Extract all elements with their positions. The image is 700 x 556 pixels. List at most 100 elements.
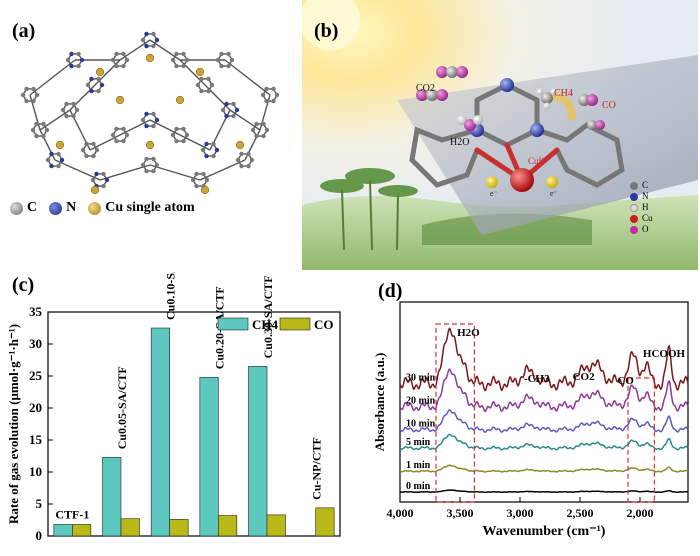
- framework-atom: [49, 163, 54, 169]
- framework-atom: [181, 51, 186, 57]
- h2o-label: H2O: [450, 137, 469, 148]
- framework-atom: [219, 63, 224, 69]
- carbon-atom-icon: [630, 181, 638, 190]
- electron-label-right: e⁻: [550, 189, 558, 198]
- framework-atom: [91, 153, 96, 159]
- framework-atom: [170, 132, 176, 138]
- framework-atom: [254, 121, 259, 127]
- legend-swatch-co: [279, 317, 311, 331]
- legend-label-ch4: CH4: [252, 317, 279, 332]
- framework-atom: [96, 76, 101, 82]
- framework-atom: [71, 113, 76, 119]
- framework-bond: [54, 159, 101, 181]
- framework-atom: [140, 117, 146, 123]
- framework-atom: [209, 82, 215, 88]
- series-label: 30 min: [406, 373, 436, 384]
- framework-atom: [59, 157, 65, 163]
- framework-atom: [224, 101, 229, 107]
- framework-bond: [199, 159, 246, 181]
- framework-atom: [215, 57, 221, 63]
- series-label: 5 min: [406, 437, 431, 448]
- x-tick-label: 2,000: [627, 506, 654, 520]
- framework-atom: [226, 51, 231, 57]
- y-tick-label: 30: [29, 336, 42, 351]
- cu-single-atom: [195, 67, 205, 77]
- framework-atom: [260, 92, 266, 98]
- category-label: CTF-1: [55, 507, 89, 521]
- framework-atom: [144, 123, 149, 129]
- co-label: CO: [602, 100, 616, 111]
- plot-frame: [47, 311, 341, 537]
- y-tick-label: 10: [29, 464, 42, 479]
- framework-atom: [264, 86, 269, 92]
- framework-atom: [56, 151, 61, 157]
- panel-b: CO2 H2O CH4 CO Cuδ+ e⁻ e⁻ (b) C N H Cu O: [302, 0, 698, 270]
- framework-atom: [250, 127, 256, 133]
- cu-single-atom: [145, 140, 155, 150]
- hydrogen-atom-icon: [630, 203, 638, 212]
- copper-atom-icon: [630, 214, 638, 223]
- framework-atom: [261, 133, 266, 139]
- cu-single-atom: [90, 185, 100, 195]
- framework-atom: [194, 171, 199, 177]
- framework-atom: [174, 51, 179, 57]
- framework-atom: [144, 43, 149, 49]
- legend-item-c: C: [630, 180, 653, 191]
- framework-atom: [140, 162, 146, 168]
- framework-atom: [144, 168, 149, 174]
- framework-bond: [149, 164, 201, 181]
- framework-atom: [239, 163, 244, 169]
- framework-atom: [121, 63, 126, 69]
- framework-atom: [34, 133, 39, 139]
- framework-atom: [170, 57, 176, 63]
- x-tick-label: 3,000: [507, 506, 534, 520]
- framework-atom: [45, 157, 51, 163]
- framework-atom: [31, 86, 36, 92]
- framework-atom: [121, 126, 126, 132]
- x-tick-label: 2,500: [567, 506, 594, 520]
- co2-label: CO2: [416, 83, 435, 94]
- framework-atom: [206, 76, 211, 82]
- framework-atom: [85, 82, 91, 88]
- framework-atom: [101, 183, 106, 189]
- legend-item-n: N: [630, 191, 653, 202]
- framework-atom: [84, 141, 89, 147]
- framework-atom: [91, 141, 96, 147]
- framework-bond: [69, 84, 96, 111]
- framework-atom: [64, 113, 69, 119]
- bar-ch4-0: [53, 524, 73, 537]
- bar-co-5: [315, 507, 335, 537]
- panel-d: (d) 4,000 3,500 3,000 2,500 2,000 Wavenumber …: [348, 272, 700, 556]
- legend-item-o: O: [630, 224, 653, 235]
- framework-atom: [49, 151, 54, 157]
- framework-atom: [96, 88, 101, 94]
- framework-atom: [174, 126, 179, 132]
- nitrogen-atom-icon: [49, 201, 63, 215]
- spectrum-line-2: [399, 433, 689, 451]
- framework-atom: [231, 101, 236, 107]
- framework-atom: [271, 98, 276, 104]
- framework-atom: [181, 138, 186, 144]
- panel-a: (a) C N Cu single atom: [0, 0, 300, 270]
- spectrum-line-3: [399, 409, 689, 434]
- framework-atom: [199, 88, 204, 94]
- framework-atom: [219, 51, 224, 57]
- series-label: 20 min: [406, 396, 436, 407]
- panel-a-legend: C N Cu single atom: [10, 200, 195, 216]
- framework-atom: [274, 92, 280, 98]
- framework-atom: [34, 121, 39, 127]
- cu-single-atom: [175, 95, 185, 105]
- framework-atom: [104, 177, 110, 183]
- framework-atom: [184, 132, 190, 138]
- bar-co-0: [72, 524, 92, 537]
- oxygen-atom-icon: [630, 225, 638, 234]
- framework-atom: [41, 133, 46, 139]
- framework-atom: [151, 43, 156, 49]
- legend-item-n: N: [49, 200, 76, 216]
- framework-atom: [44, 127, 50, 133]
- framework-atom: [234, 107, 240, 113]
- photocatalysis-scene: CO2 H2O CH4 CO Cuδ+ e⁻ e⁻: [302, 0, 698, 270]
- framework-bond: [29, 59, 76, 96]
- panel-c: (c) 0 5 10 15 20 25 30 35 Rate of gas evolution …: [0, 272, 348, 556]
- legend-item-cu: Cu: [630, 213, 653, 224]
